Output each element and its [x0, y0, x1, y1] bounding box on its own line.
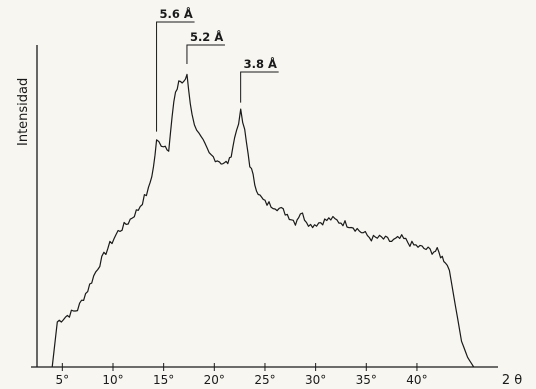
- x-tick-label: 20°: [204, 373, 225, 387]
- diffraction-trace: [51, 73, 475, 368]
- x-tick-label: 30°: [305, 373, 326, 387]
- peak-marker-line: [240, 71, 279, 103]
- x-tick-label: 40°: [406, 373, 427, 387]
- chart-axes: [31, 45, 498, 368]
- peak-marker-line: [186, 44, 225, 64]
- x-tick-label: 5°: [56, 373, 70, 387]
- x-tick-label: 35°: [356, 373, 377, 387]
- peak-annotations: 5.6 Å 5.2 Å 3.8 Å: [156, 6, 279, 132]
- x-tick-label: 10°: [102, 373, 123, 387]
- peak-label: 5.2 Å: [190, 29, 223, 44]
- x-ticks: 5° 10° 15° 20° 25° 30° 35° 40°: [56, 363, 428, 387]
- peak-marker-line: [156, 21, 195, 132]
- x-axis-label: 2 θ: [502, 373, 522, 388]
- peak-label: 5.6 Å: [160, 6, 193, 21]
- x-tick-label: 25°: [254, 373, 275, 387]
- x-tick-label: 15°: [153, 373, 174, 387]
- y-axis-label: Intensidad: [16, 78, 31, 146]
- peak-label: 3.8 Å: [244, 56, 277, 71]
